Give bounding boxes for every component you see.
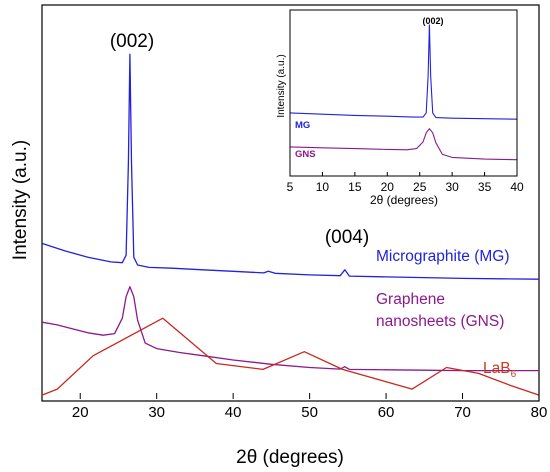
x-tick-label: 30	[445, 180, 459, 194]
x-tick-label: 10	[316, 180, 330, 194]
x-tick-label: 40	[510, 180, 524, 194]
x-tick-label: 30	[148, 404, 165, 421]
main-x-ticks: 20 30 40 50 60 70 80	[72, 393, 547, 421]
x-tick-label: 60	[378, 404, 395, 421]
x-tick-label: 15	[348, 180, 362, 194]
inset-y-axis-label: Intensity (a.u.)	[276, 54, 287, 117]
series-label-lab6: LaB6	[483, 360, 517, 380]
inset-x-axis-label: 2θ (degrees)	[370, 193, 438, 207]
inset-plot: 5 10 15 20 25 30 35 40 2θ (degrees) Intensity (…	[276, 9, 524, 207]
main-annotation-004: (004)	[325, 227, 369, 248]
series-label-gns-line1: Graphene	[376, 291, 445, 308]
x-tick-label: 50	[301, 404, 318, 421]
series-label-lab6-sub: 6	[511, 369, 517, 380]
inset-series-group	[289, 24, 518, 161]
x-tick-label: 35	[478, 180, 492, 194]
inset-plot-frame	[289, 9, 518, 177]
series-label-mg: Micrographite (MG)	[376, 248, 510, 265]
x-tick-label: 70	[454, 404, 471, 421]
inset-background	[290, 10, 517, 176]
main-plot-frame	[41, 4, 540, 402]
inset-series-label-mg: MG	[295, 120, 310, 131]
x-tick-label: 25	[413, 180, 427, 194]
inset-x-ticks: 5 10 15 20 25 30 35 40	[287, 172, 524, 194]
main-plot: 20 30 40 50 60 70 80 2θ (degrees) Intensity (a…	[10, 4, 547, 468]
inset-series-label-gns: GNS	[295, 149, 316, 160]
inset-series-line-mg	[289, 24, 518, 120]
main-annotation-002: (002)	[110, 31, 154, 52]
main-y-axis-label: Intensity (a.u.)	[10, 140, 31, 260]
inset-annotation-002: (002)	[422, 16, 443, 26]
series-line-mg	[41, 53, 540, 280]
x-tick-label: 20	[381, 180, 395, 194]
main-x-axis-label: 2θ (degrees)	[236, 447, 344, 468]
x-tick-label: 20	[72, 404, 89, 421]
series-line-lab6	[41, 317, 540, 396]
x-tick-label: 40	[225, 404, 242, 421]
series-line-gns	[41, 286, 539, 372]
inset-series-line-gns	[289, 128, 518, 161]
x-tick-label: 5	[287, 180, 294, 194]
series-label-gns-line2: nanosheets (GNS)	[376, 313, 504, 330]
x-tick-label: 80	[531, 404, 548, 421]
main-series-group	[41, 53, 540, 396]
series-label-lab6-base: LaB	[483, 360, 511, 377]
